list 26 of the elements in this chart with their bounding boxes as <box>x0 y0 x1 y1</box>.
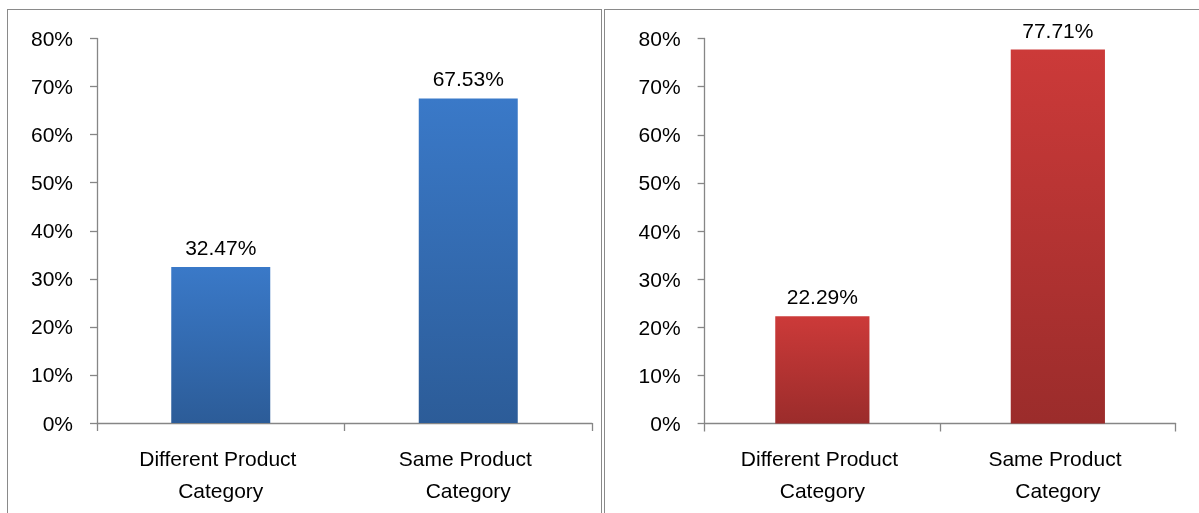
y-tick-label: 10% <box>30 363 73 387</box>
y-tick-label: 30% <box>638 267 681 291</box>
data-label: 32.47% <box>185 235 257 259</box>
x-tick-label: Different Product Category <box>139 446 303 502</box>
x-tick-label: Different Product Category <box>740 447 904 502</box>
y-tick-label: 40% <box>638 219 681 243</box>
y-tick-label: 60% <box>30 123 73 147</box>
data-label: 22.29% <box>786 285 858 309</box>
y-tick-label: 40% <box>30 219 73 243</box>
y-tick-label: 30% <box>30 267 73 291</box>
y-tick-label: 50% <box>30 171 73 195</box>
y-tick-label: 80% <box>30 27 73 50</box>
y-tick-label: 0% <box>650 412 681 435</box>
y-tick-label: 60% <box>638 123 681 147</box>
y-tick-label: 0% <box>42 411 73 435</box>
y-tick-label: 50% <box>638 171 681 195</box>
data-label: 67.53% <box>432 67 504 91</box>
y-tick-label: 20% <box>638 315 681 339</box>
data-label: 77.71% <box>1022 18 1094 42</box>
y-tick-label: 80% <box>638 27 681 50</box>
y-tick-label: 70% <box>638 75 681 99</box>
y-tick-label: 70% <box>30 75 73 99</box>
x-tick-label: Same Product Category <box>398 446 538 502</box>
y-tick-label: 10% <box>638 363 681 387</box>
x-tick-label: Same Product Category <box>988 447 1128 502</box>
y-tick-label: 20% <box>30 315 73 339</box>
